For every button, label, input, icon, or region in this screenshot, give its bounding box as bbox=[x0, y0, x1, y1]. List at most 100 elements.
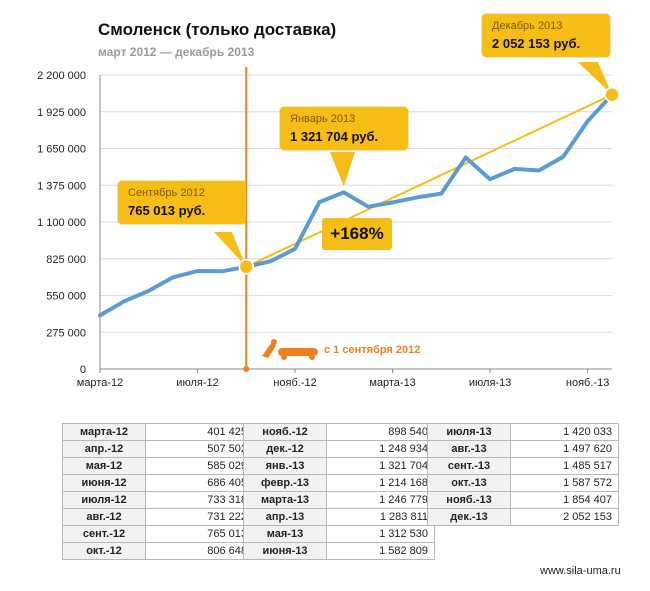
data-point bbox=[537, 168, 541, 172]
value-cell: 898 540 bbox=[326, 423, 435, 441]
table-row: авг.-12 731 222 bbox=[62, 508, 254, 526]
highlight-point bbox=[238, 259, 255, 275]
chart-subtitle: март 2012 — декабрь 2013 bbox=[98, 45, 255, 59]
table-row: июля-13 1 420 033 bbox=[427, 423, 619, 441]
start-marker-dot bbox=[243, 366, 250, 372]
month-cell: мая-13 bbox=[243, 525, 327, 543]
x-tick-label: марта-12 bbox=[77, 377, 124, 389]
value-cell: 2 052 153 bbox=[510, 508, 619, 526]
y-tick-label: 1 925 000 bbox=[37, 107, 86, 119]
value-cell: 401 425 bbox=[145, 423, 254, 441]
data-point bbox=[366, 205, 370, 209]
chart-title: Смоленск (только доставка) bbox=[98, 20, 337, 39]
trend-line bbox=[245, 93, 613, 268]
month-cell: апр.-13 bbox=[243, 508, 327, 526]
table-row: апр.-13 1 283 811 bbox=[243, 508, 435, 526]
table-row: дек.-12 1 248 934 bbox=[243, 440, 435, 458]
y-tick-label: 550 000 bbox=[46, 291, 86, 303]
callout-label: Январь 2013 bbox=[290, 113, 356, 125]
data-table-3: июля-13 1 420 033 авг.-13 1 497 620 сент.-13… bbox=[427, 423, 619, 526]
data-point bbox=[220, 269, 224, 273]
table-row: окт.-12 806 648 bbox=[62, 542, 254, 560]
value-cell: 1 248 934 bbox=[326, 440, 435, 458]
data-point bbox=[586, 119, 590, 123]
delivery-start-label: с 1 сентября 2012 bbox=[324, 344, 421, 356]
month-cell: нояб.-12 bbox=[243, 423, 327, 441]
value-cell: 1 420 033 bbox=[510, 423, 619, 441]
callout-value: 1 321 704 руб. bbox=[290, 129, 379, 144]
month-cell: марта-12 bbox=[62, 423, 146, 441]
delivery-logo-icon bbox=[262, 339, 318, 360]
table-row: авг.-13 1 497 620 bbox=[427, 440, 619, 458]
table-row: сент.-13 1 485 517 bbox=[427, 457, 619, 475]
value-cell: 1 582 809 bbox=[326, 542, 435, 560]
month-cell: авг.-13 bbox=[427, 440, 511, 458]
value-cell: 1 321 704 bbox=[326, 457, 435, 475]
y-tick-label: 1 100 000 bbox=[37, 217, 86, 229]
y-tick-label: 0 bbox=[80, 364, 86, 376]
month-cell: мая-12 bbox=[62, 457, 146, 475]
data-point bbox=[512, 167, 516, 171]
table-row: окт.-13 1 587 572 bbox=[427, 474, 619, 492]
table-row: нояб.-12 898 540 bbox=[243, 423, 435, 441]
value-cell: 1 485 517 bbox=[510, 457, 619, 475]
value-cell: 686 405 bbox=[145, 474, 254, 492]
table-row: марта-12 401 425 bbox=[62, 423, 254, 441]
month-cell: авг.-12 bbox=[62, 508, 146, 526]
month-cell: июля-12 bbox=[62, 491, 146, 509]
data-point bbox=[391, 200, 395, 204]
value-cell: 1 312 530 bbox=[326, 525, 435, 543]
month-cell: июня-12 bbox=[62, 474, 146, 492]
growth-badge: +168% bbox=[322, 218, 392, 250]
y-tick-label: 1 375 000 bbox=[37, 180, 86, 192]
website-label: www.sila-uma.ru bbox=[540, 565, 621, 577]
month-cell: сент.-13 bbox=[427, 457, 511, 475]
line-chart: 0 275 000 550 000 825 000 1 100 000 1 375 000… bbox=[37, 62, 620, 389]
value-cell: 1 497 620 bbox=[510, 440, 619, 458]
callout-pointer bbox=[330, 152, 355, 187]
month-cell: июля-13 bbox=[427, 423, 511, 441]
month-cell: февр.-13 bbox=[243, 474, 327, 492]
y-tick-label: 275 000 bbox=[46, 327, 86, 339]
table-row: янв.-13 1 321 704 bbox=[243, 457, 435, 475]
callout-december-2013: Декабрь 2013 2 052 153 руб. bbox=[482, 14, 610, 57]
y-tick-label: 2 200 000 bbox=[37, 70, 86, 82]
highlight-point bbox=[604, 87, 620, 103]
y-tick-label: 1 650 000 bbox=[37, 144, 86, 156]
month-cell: июня-13 bbox=[243, 542, 327, 560]
value-cell: 806 648 bbox=[145, 542, 254, 560]
table-row: марта-13 1 246 779 bbox=[243, 491, 435, 509]
table-row: мая-13 1 312 530 bbox=[243, 525, 435, 543]
x-tick-label: нояб.-12 bbox=[273, 377, 316, 389]
data-point bbox=[342, 190, 346, 194]
value-cell: 507 502 bbox=[145, 440, 254, 458]
data-point bbox=[171, 275, 175, 279]
data-point bbox=[269, 259, 273, 263]
table-row: июня-13 1 582 809 bbox=[243, 542, 435, 560]
table-row: дек.-13 2 052 153 bbox=[427, 508, 619, 526]
callout-september-2012: Сентябрь 2012 765 013 руб. bbox=[118, 181, 246, 224]
callout-value: 2 052 153 руб. bbox=[492, 36, 581, 51]
y-tick-label: 825 000 bbox=[46, 254, 86, 266]
x-tick-label: июля-13 bbox=[469, 377, 511, 389]
callout-value: 765 013 руб. bbox=[128, 203, 206, 218]
month-cell: янв.-13 bbox=[243, 457, 327, 475]
data-point bbox=[98, 313, 102, 317]
value-cell: 733 318 bbox=[145, 491, 254, 509]
month-cell: нояб.-13 bbox=[427, 491, 511, 509]
month-cell: окт.-13 bbox=[427, 474, 511, 492]
value-cell: 765 013 bbox=[145, 525, 254, 543]
table-row: мая-12 585 029 bbox=[62, 457, 254, 475]
callout-pointer bbox=[578, 62, 612, 95]
x-tick-label: июля-12 bbox=[176, 377, 218, 389]
value-cell: 731 222 bbox=[145, 508, 254, 526]
month-cell: марта-13 bbox=[243, 491, 327, 509]
data-point bbox=[488, 177, 492, 181]
data-point bbox=[317, 200, 321, 204]
value-cell: 1 214 168 bbox=[326, 474, 435, 492]
table-row: июля-12 733 318 bbox=[62, 491, 254, 509]
data-point bbox=[196, 269, 200, 273]
table-row: июня-12 686 405 bbox=[62, 474, 254, 492]
value-cell: 1 283 811 bbox=[326, 508, 435, 526]
value-cell: 585 029 bbox=[145, 457, 254, 475]
